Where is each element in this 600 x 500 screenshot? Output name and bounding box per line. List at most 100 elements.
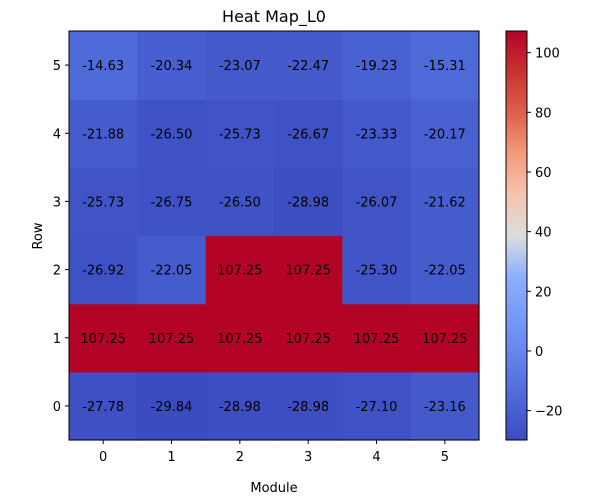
cell-value-label: -23.16 [424,400,466,415]
heatmap-cell [205,371,275,441]
chart-title: Heat Map_L0 [222,7,326,27]
cell-value-label: -19.23 [356,59,398,74]
colorbar-frame [505,30,528,441]
cell-value-label: -23.33 [356,127,398,142]
heatmap-cell [410,99,480,168]
heatmap-cell [274,99,343,168]
heatmap-cell [410,235,480,305]
cell-value-label: -29.84 [151,400,193,415]
cell-value-label: -26.07 [356,195,398,210]
heatmap-cell [342,303,412,373]
heatmap-cell [205,235,275,305]
cell-value-label: -27.78 [82,400,124,415]
cell-value-label: -15.31 [424,59,466,74]
heatmap-cell [410,303,480,373]
heatmap-cell [410,371,480,441]
heatmap-cell [342,167,412,237]
heatmap-cell [274,303,343,373]
cell-value-label: -26.67 [287,127,329,142]
cell-value-label: 107.25 [354,332,400,347]
cell-value-label: -20.34 [151,59,193,74]
heatmap-cell [274,167,343,237]
cell-value-label: -14.63 [82,59,124,74]
heatmap-cell [137,99,207,168]
heatmap-cell [69,99,138,168]
cell-value-label: 107.25 [149,332,195,347]
cell-value-label: -20.17 [424,127,466,142]
cell-value-label: -22.05 [151,264,193,279]
heatmap-cell [205,31,275,100]
colorbar-tick-label: 40 [535,226,552,241]
heatmap-cell [274,235,343,305]
cell-value-label: -26.50 [151,127,193,142]
y-axis-ticks: 0 1 2 3 4 5 [53,59,69,415]
cell-value-label: -26.50 [219,195,261,210]
y-tick-label: 5 [53,59,61,74]
cell-value-label: 107.25 [217,264,263,279]
colorbar-tick-label: 100 [535,47,560,62]
heatmap-cell [342,235,412,305]
heatmap-cell [342,371,412,441]
y-tick-label: 2 [53,264,61,279]
cell-value-label: -21.88 [82,127,124,142]
x-axis-ticks: 0 1 2 3 4 5 [99,440,449,465]
cell-value-label: 107.25 [80,332,126,347]
cell-value-label: -28.98 [287,195,329,210]
heatmap-cell [137,303,207,373]
heatmap-cell [205,303,275,373]
cell-value-label: -22.47 [287,59,329,74]
y-tick-label: 4 [53,127,61,142]
heatmap-cell [137,31,207,100]
heatmap-cell [342,31,412,100]
heatmap-cell [69,303,138,373]
heatmap-cell [69,235,138,305]
cell-value-label: -28.98 [287,400,329,415]
cell-value-label: -25.30 [356,264,398,279]
cell-value-label: 107.25 [285,332,331,347]
x-tick-label: 0 [99,450,107,465]
cell-value-label: -22.05 [424,264,466,279]
colorbar: −20 0 20 40 60 80 100 [505,30,562,441]
cell-value-label: -23.07 [219,59,261,74]
heatmap-cell [69,371,138,441]
x-axis-label: Module [250,481,297,496]
x-tick-label: 5 [441,450,449,465]
x-tick-label: 3 [304,450,312,465]
y-axis-label: Row [31,222,46,249]
heatmap-cell [137,167,207,237]
heatmap-cell [69,167,138,237]
cell-value-label: -25.73 [82,195,124,210]
heatmap-cell [410,31,480,100]
colorbar-fill [506,31,527,440]
heatmap-cell [274,31,343,100]
heatmap-cells: -27.78 -29.84 -28.98 -28.98 -27.10 -23.16 107.… [69,31,480,441]
cell-value-label: -21.62 [424,195,466,210]
colorbar-tick-label: 20 [535,285,552,300]
y-tick-label: 0 [53,400,61,415]
plot-frame [68,30,480,441]
heatmap-cell [137,235,207,305]
cell-value-label: -26.75 [151,195,193,210]
x-tick-label: 1 [167,450,175,465]
cell-value-label: -27.10 [356,400,398,415]
heatmap-cell [137,371,207,441]
heatmap-cell [205,167,275,237]
heatmap-cell [410,167,480,237]
heatmap-cell [205,99,275,168]
cell-value-label: 107.25 [285,264,331,279]
heatmap-cell [274,371,343,441]
heatmap-cell [342,99,412,168]
colorbar-tick-label: 0 [535,345,543,360]
x-tick-label: 2 [236,450,244,465]
colorbar-tick-label: 80 [535,106,552,121]
cell-value-label: -26.92 [82,264,124,279]
cell-value-label: -28.98 [219,400,261,415]
x-tick-label: 4 [372,450,380,465]
cell-value-label: -25.73 [219,127,261,142]
cell-value-label: 107.25 [422,332,468,347]
colorbar-tick-label: 60 [535,166,552,181]
y-tick-label: 1 [53,332,61,347]
cell-value-label: 107.25 [217,332,263,347]
y-tick-label: 3 [53,195,61,210]
